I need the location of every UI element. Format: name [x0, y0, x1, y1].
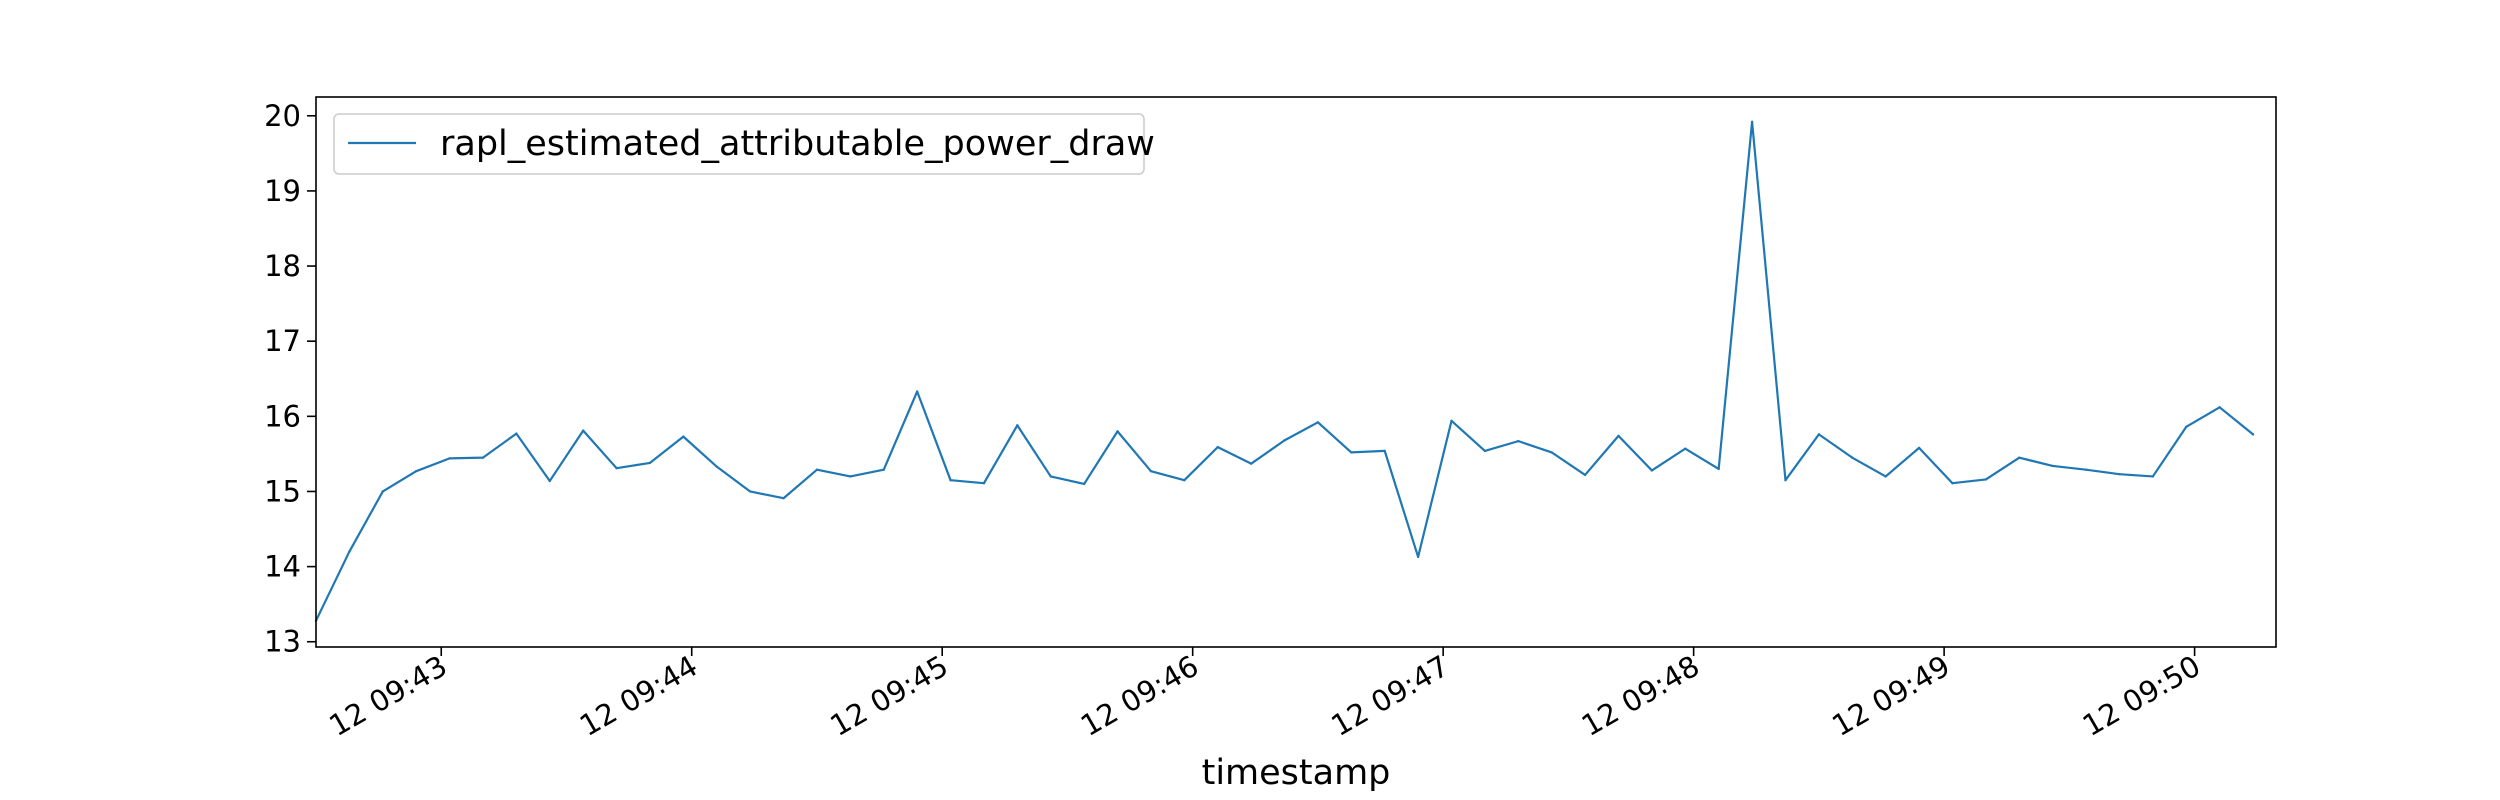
legend-box [333, 113, 1145, 175]
data-point [1016, 424, 1019, 427]
data-point [1717, 467, 1720, 471]
data-point [748, 490, 752, 493]
data-point [1483, 449, 1487, 453]
plot-area [314, 96, 2277, 648]
data-point [548, 479, 551, 483]
data-point [882, 468, 885, 471]
data-point [1817, 433, 1821, 436]
data-point [648, 461, 652, 465]
data-point [581, 429, 585, 432]
data-point [2084, 468, 2088, 471]
axes-background [316, 97, 2276, 647]
data-point [1951, 482, 1954, 485]
data-point [381, 490, 384, 493]
data-point [1082, 482, 1086, 486]
data-point [348, 550, 351, 553]
data-point [915, 390, 919, 393]
data-point [448, 457, 451, 460]
data-point [2251, 433, 2255, 436]
data-point [1116, 430, 1119, 433]
data-point [1283, 439, 1286, 442]
data-point [2151, 475, 2155, 478]
data-point [615, 466, 618, 470]
data-point [1350, 451, 1353, 454]
data-point [1383, 449, 1386, 453]
data-point [2018, 456, 2021, 459]
data-point [1450, 419, 1453, 423]
data-point [1216, 445, 1219, 449]
data-point [715, 465, 718, 468]
data-point [682, 435, 685, 438]
data-point [1583, 473, 1587, 477]
data-point [949, 478, 952, 482]
legend-label: rapl_estimated_attributable_power_draw [440, 124, 1155, 164]
data-point [1049, 475, 1052, 478]
data-point [1884, 475, 1887, 478]
y-tick-label: 17 [264, 324, 301, 358]
data-point [815, 468, 819, 471]
data-point [414, 469, 418, 473]
data-point [1851, 456, 1854, 459]
data-point [782, 497, 785, 500]
y-tick-label: 20 [264, 99, 301, 133]
data-point [481, 456, 485, 459]
data-point [1249, 462, 1253, 465]
data-point [2051, 464, 2054, 468]
data-point [1650, 469, 1654, 472]
data-point [1984, 478, 1988, 481]
y-tick-label: 15 [264, 474, 301, 508]
legend: rapl_estimated_attributable_power_draw [333, 113, 1155, 175]
data-point [2185, 425, 2188, 429]
y-tick-label: 13 [264, 625, 301, 659]
data-point [1550, 451, 1553, 454]
y-axis-ticks: 13 14 15 16 17 18 19 20 [264, 99, 316, 659]
data-point [1316, 421, 1320, 424]
y-tick-label: 18 [264, 249, 301, 283]
data-point [2118, 472, 2121, 476]
data-point [1684, 447, 1687, 450]
data-point [1183, 478, 1186, 482]
data-point [2218, 406, 2221, 409]
axes-frame [315, 96, 2277, 648]
y-tick-label: 14 [264, 550, 301, 584]
data-point [1750, 120, 1754, 123]
data-point [1416, 555, 1420, 559]
data-point [1917, 446, 1921, 450]
y-tick-label: 16 [264, 399, 301, 433]
data-point [849, 475, 852, 478]
x-axis-title: timestamp [1202, 753, 1391, 793]
data-point [1149, 469, 1153, 473]
data-point [1517, 439, 1520, 443]
data-point [515, 432, 518, 435]
data-point [1784, 478, 1787, 482]
data-point [982, 482, 986, 485]
y-tick-label: 19 [264, 174, 301, 208]
data-point [1617, 434, 1620, 438]
